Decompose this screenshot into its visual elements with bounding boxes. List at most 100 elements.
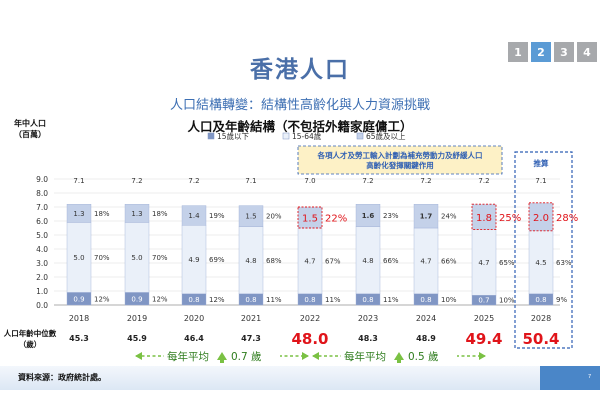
pct-label: 24%	[441, 213, 457, 221]
trend-text: 每年平均	[167, 350, 209, 363]
y-axis-label: 年中人口	[14, 118, 46, 128]
pct-label: 12%	[152, 295, 168, 303]
pct-label: 12%	[94, 295, 110, 303]
pct-label: 25%	[499, 213, 521, 224]
data-label: 1.8	[476, 213, 492, 224]
median-age-value: 45.9	[127, 334, 147, 343]
page-number: 7	[588, 374, 592, 380]
data-label: 4.8	[362, 257, 373, 265]
pct-label: 11%	[325, 296, 341, 304]
data-label: 4.5	[535, 259, 546, 267]
data-label: 4.7	[420, 258, 431, 266]
source-note: 資料來源：政府統計處。	[18, 373, 106, 382]
data-label: 1.6	[362, 212, 375, 220]
up-arrow-icon	[217, 352, 227, 363]
total-label: 7.2	[362, 177, 373, 185]
data-label: 0.8	[420, 296, 431, 304]
bar-segment	[66, 203, 92, 223]
data-label: 5.0	[73, 254, 84, 262]
x-tick-label: 2021	[241, 314, 261, 323]
page-subtitle: 人口結構轉變：結構性高齡化與人力資源挑戰	[169, 98, 430, 113]
data-label: 5.0	[131, 254, 142, 262]
y-tick-label: 6.0	[36, 217, 48, 226]
x-tick-label: 2024	[416, 314, 436, 323]
pct-label: 10%	[499, 297, 515, 305]
bar-segment	[355, 226, 381, 295]
x-tick-label: 2023	[358, 314, 378, 323]
pct-label: 18%	[94, 210, 110, 218]
x-tick-label: 2019	[127, 314, 147, 323]
y-tick-label: 9.0	[36, 175, 48, 184]
total-label: 7.2	[478, 177, 489, 185]
data-label: 1.7	[420, 213, 433, 221]
pct-label: 67%	[325, 258, 341, 266]
bar-segment	[238, 205, 264, 227]
pct-label: 22%	[325, 214, 347, 225]
data-label: 0.9	[131, 295, 142, 303]
total-label: 7.2	[131, 177, 142, 185]
bar-segment	[124, 203, 150, 223]
data-label: 0.8	[362, 296, 373, 304]
x-tick-label: 2028	[531, 314, 551, 323]
trend-text: 每年平均	[344, 350, 386, 363]
bar-segment	[66, 222, 92, 293]
median-age-label: （歲）	[19, 339, 42, 349]
trend-value: 0.7 歲	[231, 350, 262, 363]
median-age-value: 45.3	[69, 334, 89, 343]
data-label: 1.5	[302, 214, 318, 225]
trend-arrowhead-right	[302, 352, 309, 360]
data-label: 4.9	[188, 256, 199, 264]
median-age-label: 人口年齡中位數	[4, 328, 57, 338]
median-age-value: 48.9	[416, 334, 436, 343]
data-label: 2.0	[533, 213, 549, 224]
data-label: 0.7	[478, 297, 489, 305]
y-tick-label: 5.0	[36, 231, 48, 240]
bar-segment	[181, 224, 207, 294]
data-label: 4.7	[478, 259, 489, 267]
data-label: 0.8	[245, 296, 256, 304]
median-age-value: 47.3	[241, 334, 261, 343]
data-label: 4.8	[245, 257, 256, 265]
y-tick-label: 7.0	[36, 203, 48, 212]
total-label: 7.2	[188, 177, 199, 185]
pct-label: 19%	[209, 212, 225, 220]
total-label: 7.1	[245, 177, 256, 185]
pct-label: 66%	[383, 257, 399, 265]
bar-segment	[181, 205, 207, 226]
note-text: 高齡化發揮關鍵作用	[366, 160, 434, 170]
x-tick-label: 2025	[474, 314, 494, 323]
page-tab-3[interactable]: 3	[554, 42, 574, 62]
data-label: 1.3	[131, 210, 142, 218]
median-age-value: 50.4	[522, 330, 559, 348]
chart-title: 人口及年齡結構（不包括外籍家庭傭工）	[187, 119, 413, 134]
page-tab-1[interactable]: 1	[508, 42, 528, 62]
y-tick-label: 2.0	[36, 273, 48, 282]
total-label: 7.1	[535, 177, 546, 185]
bar-segment	[297, 206, 323, 229]
data-label: 1.4	[188, 212, 200, 220]
total-label: 7.0	[304, 177, 315, 185]
page-tab-4[interactable]: 4	[577, 42, 597, 62]
note-box	[297, 145, 503, 175]
legend-label: 65歲及以上	[366, 131, 406, 141]
footer-bar	[0, 366, 540, 390]
total-label: 7.2	[420, 177, 431, 185]
bar-segment	[238, 226, 264, 295]
median-age-value: 48.0	[291, 330, 328, 348]
pct-label: 70%	[94, 254, 110, 262]
y-tick-label: 3.0	[36, 259, 48, 268]
x-tick-label: 2022	[300, 314, 320, 323]
page-tab-2[interactable]: 2	[531, 42, 551, 62]
pct-label: 11%	[266, 296, 282, 304]
trend-arrowhead-left	[135, 352, 142, 360]
pct-label: 66%	[441, 258, 457, 266]
y-tick-label: 1.0	[36, 287, 48, 296]
data-label: 1.5	[245, 213, 256, 221]
bar-segment	[471, 229, 497, 296]
data-label: 4.7	[304, 258, 315, 266]
data-label: 1.3	[73, 210, 84, 218]
pct-label: 28%	[556, 213, 578, 224]
projection-box	[514, 151, 573, 349]
pct-label: 18%	[152, 210, 168, 218]
legend-swatch	[356, 132, 364, 140]
